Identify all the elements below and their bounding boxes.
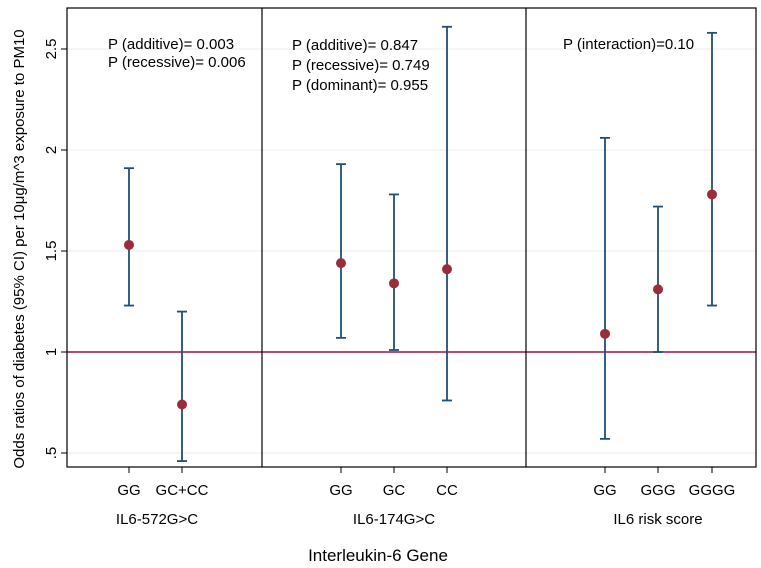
y-tick-label: 2 bbox=[43, 146, 60, 154]
p-value-annotation: P (recessive)= 0.006 bbox=[108, 54, 246, 71]
error-bar bbox=[124, 167, 134, 307]
category-label: GG bbox=[117, 482, 140, 499]
category-label: GG bbox=[593, 482, 616, 499]
error-bars bbox=[124, 25, 717, 462]
odds-ratio-point bbox=[124, 239, 134, 250]
category-label: GGG bbox=[640, 482, 675, 499]
y-axis: .5 1 1.5 2 2.5 bbox=[43, 39, 67, 460]
group-label: IL6 risk score bbox=[613, 511, 702, 528]
y-tick-label: 2.5 bbox=[43, 39, 60, 60]
error-bar bbox=[389, 193, 399, 351]
p-value-annotation: P (additive)= 0.003 bbox=[108, 36, 234, 53]
y-tick-label: .5 bbox=[43, 447, 60, 460]
y-tick-label: 1 bbox=[43, 348, 60, 356]
odds-ratio-point bbox=[442, 264, 452, 275]
error-bar bbox=[600, 136, 610, 440]
y-tick-label: 1.5 bbox=[43, 241, 60, 262]
y-axis-title: Odds ratios of diabetes (95% CI) per 10μ… bbox=[11, 29, 28, 468]
odds-ratio-point bbox=[707, 189, 717, 200]
p-value-annotation: P (additive)= 0.847 bbox=[292, 37, 418, 54]
group-label: IL6-174G>C bbox=[353, 511, 435, 528]
x-axis-title: Interleukin-6 Gene bbox=[308, 546, 448, 565]
group-label: IL6-572G>C bbox=[116, 511, 198, 528]
odds-ratio-point bbox=[653, 284, 663, 295]
category-label: GGGG bbox=[689, 482, 736, 499]
p-value-annotation: P (recessive)= 0.749 bbox=[292, 57, 430, 74]
point-estimates bbox=[124, 189, 717, 410]
odds-ratio-point bbox=[600, 328, 610, 339]
odds-ratio-point bbox=[336, 258, 346, 269]
error-bar bbox=[442, 25, 452, 402]
p-value-annotation: P (interaction)=0.10 bbox=[563, 36, 694, 53]
category-label: GG bbox=[329, 482, 352, 499]
plot-border bbox=[66, 7, 757, 468]
odds-ratio-point bbox=[389, 278, 399, 289]
category-label: GC+CC bbox=[156, 482, 209, 499]
error-bar bbox=[177, 310, 187, 462]
gridlines bbox=[67, 48, 756, 454]
error-bar bbox=[653, 205, 663, 353]
odds-ratio-point bbox=[177, 399, 187, 410]
error-bar bbox=[336, 163, 346, 339]
group-labels: IL6-572G>C IL6-174G>C IL6 risk score bbox=[116, 511, 703, 528]
x-category-labels: GG GC+CC GG GC CC GG GGG GGGG bbox=[117, 467, 735, 499]
p-value-annotation: P (dominant)= 0.955 bbox=[292, 77, 428, 94]
category-label: GC bbox=[383, 482, 406, 499]
plot-frame bbox=[66, 7, 757, 468]
category-label: CC bbox=[436, 482, 458, 499]
error-bar bbox=[707, 31, 717, 307]
